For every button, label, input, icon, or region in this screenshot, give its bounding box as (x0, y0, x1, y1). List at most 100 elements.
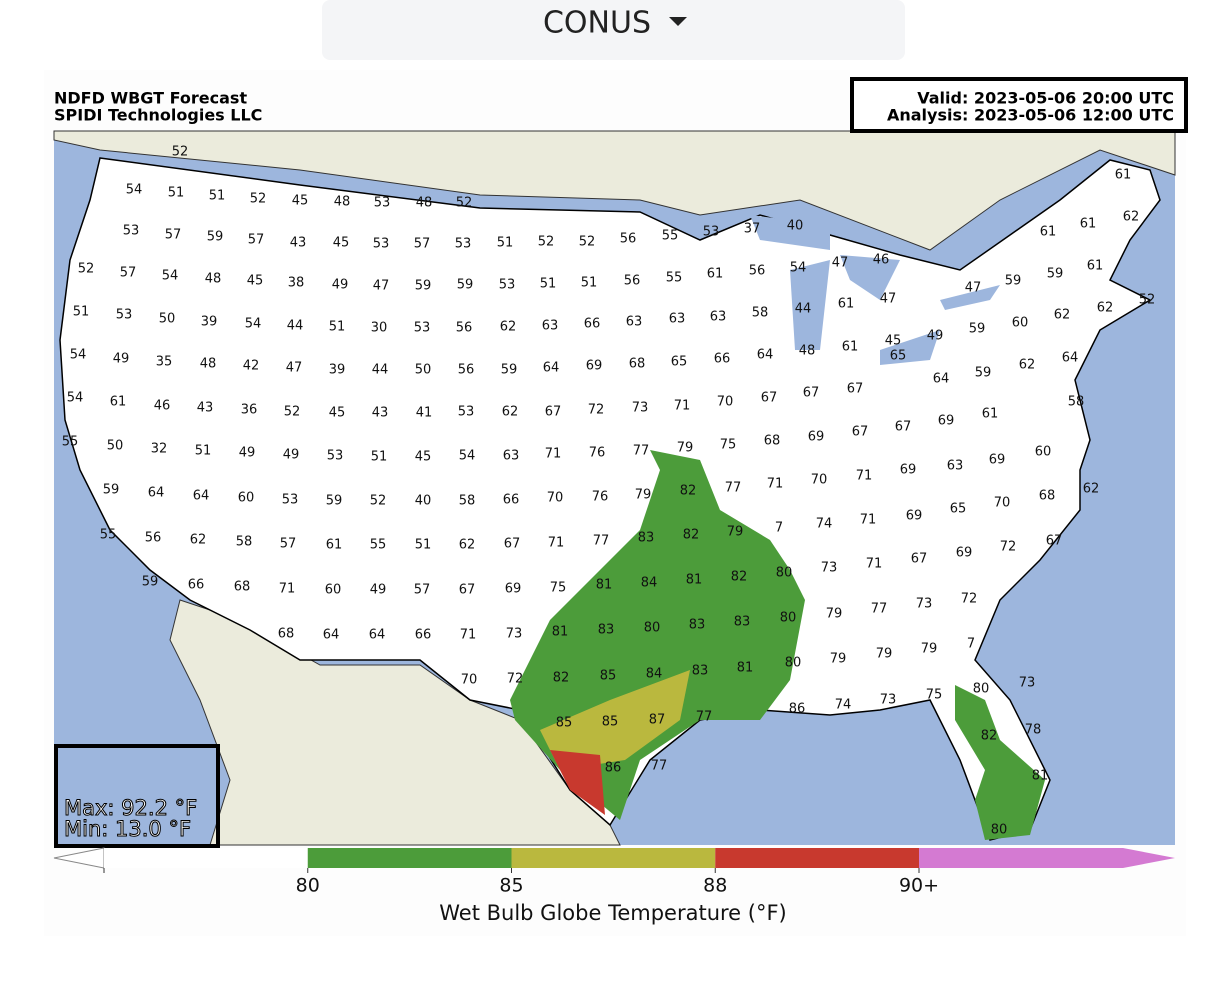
station-value: 51 (329, 320, 346, 335)
station-value: 66 (188, 578, 205, 593)
station-value: 40 (415, 494, 432, 509)
station-value: 61 (707, 267, 724, 282)
station-value: 51 (73, 305, 90, 320)
station-value: 84 (641, 576, 658, 591)
stats-box (54, 744, 220, 848)
station-value: 49 (370, 583, 387, 598)
station-value: 66 (584, 317, 601, 332)
station-value: 77 (651, 759, 668, 774)
station-value: 36 (241, 403, 258, 418)
station-value: 47 (373, 279, 390, 294)
station-value: 71 (767, 477, 784, 492)
station-value: 61 (838, 297, 855, 312)
station-value: 53 (499, 278, 516, 293)
station-value: 86 (789, 702, 806, 717)
station-value: 41 (416, 406, 433, 421)
station-value: 71 (856, 469, 873, 484)
station-value: 48 (799, 344, 816, 359)
station-value: 53 (123, 224, 140, 239)
station-value: 83 (638, 531, 655, 546)
station-value: 70 (717, 395, 734, 410)
station-value: 71 (460, 628, 477, 643)
station-value: 65 (890, 349, 907, 364)
station-value: 84 (646, 667, 663, 682)
station-value: 52 (78, 262, 95, 277)
caret[interactable] (669, 17, 687, 26)
station-value: 7 (967, 637, 975, 652)
dropdown[interactable] (322, 0, 905, 60)
station-value: 79 (826, 607, 843, 622)
station-value: 73 (821, 561, 838, 576)
station-value: 68 (1039, 489, 1056, 504)
station-value: 66 (415, 628, 432, 643)
station-value: 45 (247, 274, 264, 289)
station-value: 62 (502, 405, 519, 420)
station-value: 57 (414, 583, 431, 598)
station-value: 67 (545, 405, 562, 420)
station-value: 38 (288, 276, 305, 291)
station-value: 54 (126, 183, 143, 198)
station-value: 56 (456, 321, 473, 336)
station-value: 63 (947, 459, 964, 474)
station-value: 55 (662, 229, 679, 244)
station-value: 61 (326, 538, 343, 553)
station-value: 52 (538, 235, 555, 250)
station-value: 82 (683, 528, 700, 543)
station-value: 75 (720, 438, 737, 453)
station-value: 69 (808, 430, 825, 445)
station-value: 69 (956, 546, 973, 561)
station-value: 82 (981, 729, 998, 744)
station-value: 63 (669, 312, 686, 327)
station-value: 54 (245, 317, 262, 332)
station-value: 73 (632, 401, 649, 416)
station-value: 70 (547, 491, 564, 506)
station-value: 51 (415, 538, 432, 553)
station-value: 67 (911, 552, 928, 567)
station-value: 44 (795, 302, 812, 317)
station-value: 45 (415, 450, 432, 465)
station-value: 67 (895, 420, 912, 435)
station-value: 80 (644, 621, 661, 636)
station-value: 61 (110, 395, 127, 410)
wbgt-85 (540, 670, 690, 770)
station-value: 67 (459, 583, 476, 598)
station-value: 69 (586, 359, 603, 374)
station-value: 62 (1097, 301, 1114, 316)
station-value: 53 (282, 493, 299, 508)
station-value: 73 (880, 693, 897, 708)
station-value: 59 (501, 363, 518, 378)
station-value: 83 (734, 615, 751, 630)
station-value: 85 (600, 669, 617, 684)
station-value: 53 (414, 321, 431, 336)
station-value: 59 (457, 278, 474, 293)
station-value: 79 (727, 525, 744, 540)
station-value: 47 (832, 256, 849, 271)
station-value: 71 (279, 582, 296, 597)
canada (53, 130, 1176, 251)
station-value: 44 (287, 319, 304, 334)
colorbar-label: Wet Bulb Globe Temperature (°F) (439, 901, 786, 925)
station-value: 54 (459, 449, 476, 464)
station-value: 81 (1032, 769, 1049, 784)
station-value: 81 (596, 578, 613, 593)
dropdown-label[interactable]: CONUS (543, 6, 651, 41)
station-value: 61 (1087, 259, 1104, 274)
station-value: 45 (329, 406, 346, 421)
station-value: 79 (876, 647, 893, 662)
station-value: 76 (592, 490, 609, 505)
station-value: 66 (503, 493, 520, 508)
station-value: 50 (415, 363, 432, 378)
station-value: 63 (503, 449, 520, 464)
station-value: 57 (280, 537, 297, 552)
station-value: 56 (458, 363, 475, 378)
colorbar-segment (104, 848, 308, 868)
station-value: 45 (292, 194, 309, 209)
station-value: 56 (624, 274, 641, 289)
station-value: 60 (325, 583, 342, 598)
station-value: 64 (757, 348, 774, 363)
station-value: 62 (1083, 482, 1100, 497)
station-value: 47 (965, 281, 982, 296)
station-value: 85 (602, 715, 619, 730)
map-title: NDFD WBGT Forecast (54, 89, 247, 108)
